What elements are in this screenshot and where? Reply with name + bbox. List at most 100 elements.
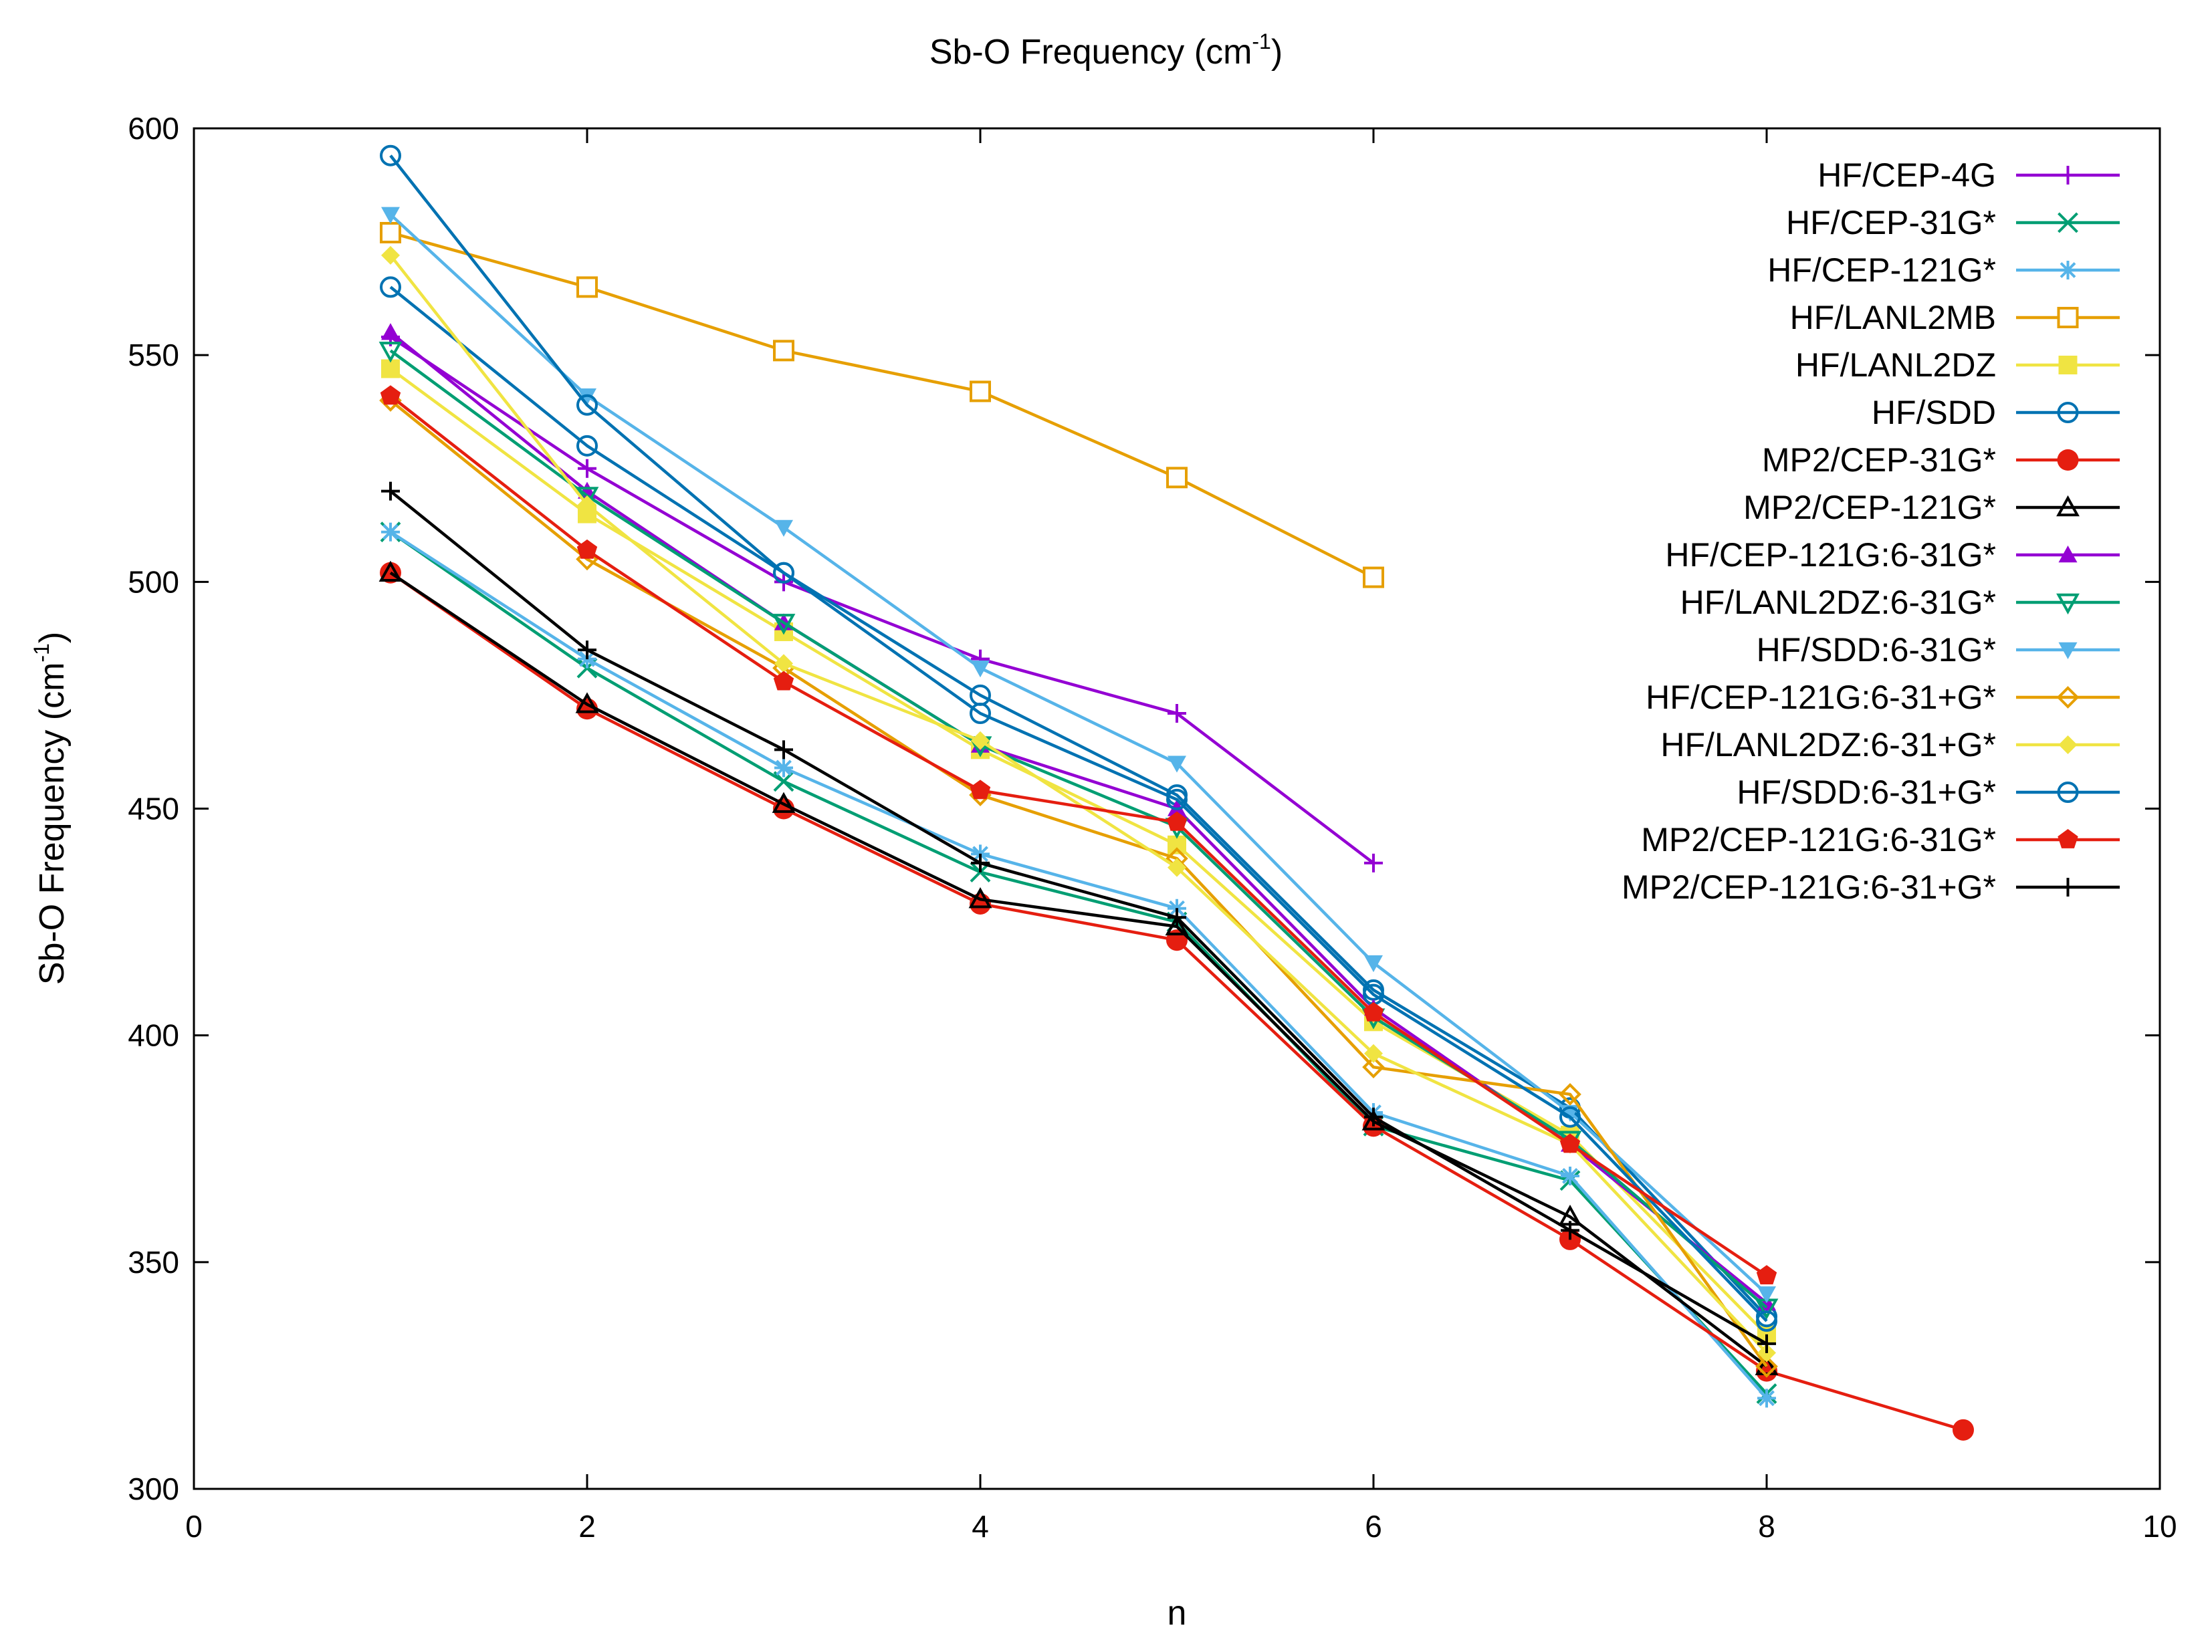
data-point [1364, 853, 1383, 872]
series-4 [380, 222, 1384, 588]
y-tick-label: 600 [128, 111, 179, 146]
data-point [378, 560, 403, 582]
data-point [380, 385, 401, 405]
y-axis: 300 350 400 450 500 550 600 [128, 111, 2160, 1506]
data-point [1757, 1334, 1776, 1353]
legend-entry: HF/LANL2DZ:6-31+G* [1660, 726, 2120, 763]
data-point [1168, 755, 1186, 773]
data-point [378, 342, 403, 363]
series-line [389, 571, 1768, 1368]
legend-label: HF/CEP-121G:6-31G* [1665, 536, 1996, 574]
legend-entry: MP2/CEP-121G:6-31G* [1641, 821, 2120, 858]
legend-entry: MP2/CEP-121G:6-31+G* [1622, 868, 2120, 906]
data-point [970, 780, 991, 800]
data-point [576, 394, 598, 416]
legend-marker [2058, 261, 2078, 279]
data-point [970, 703, 991, 725]
legend-marker [2058, 735, 2078, 754]
legend-label: HF/LANL2DZ:6-31G* [1680, 584, 1996, 621]
legend-label: HF/LANL2DZ [1795, 346, 1996, 384]
data-point [1166, 788, 1188, 810]
y-tick-label: 500 [128, 564, 179, 599]
legend-marker [2058, 878, 2078, 897]
data-point [970, 380, 991, 402]
legend-label: MP2/CEP-31G* [1762, 441, 1996, 479]
legend-label: HF/CEP-121G:6-31+G* [1646, 679, 1996, 716]
data-point [774, 758, 793, 778]
y-tick-label: 450 [128, 792, 179, 826]
series-line [389, 336, 1375, 864]
legend-marker [2058, 546, 2078, 563]
data-point [380, 276, 401, 298]
data-point [1364, 1107, 1383, 1127]
legend-marker [2056, 686, 2080, 709]
legend-label: HF/LANL2MB [1790, 299, 1996, 336]
legend-entry: HF/CEP-121G:6-31G* [1665, 536, 2120, 574]
x-axis: 0 2 4 6 8 10 [185, 128, 2177, 1544]
series-line [389, 349, 1768, 1309]
y-tick-label: 300 [128, 1471, 179, 1506]
legend-entry: HF/CEP-31G* [1786, 204, 2120, 241]
legend-label: HF/SDD:6-31G* [1757, 631, 1996, 669]
data-point [774, 740, 793, 759]
data-point [1561, 1221, 1579, 1240]
chart-title: Sb-O Frequency (cm-1) [929, 29, 1283, 72]
legend-marker [2058, 642, 2078, 659]
legend-label: HF/CEP-4G [1817, 156, 1996, 194]
legend-marker [2058, 356, 2078, 374]
legend-marker [2058, 166, 2078, 185]
data-point [1362, 1056, 1385, 1078]
data-point [971, 731, 990, 750]
data-point [773, 671, 794, 691]
legend-marker [2057, 782, 2079, 803]
legend-marker [2058, 212, 2078, 233]
data-point [773, 340, 794, 362]
x-tick-label: 6 [1365, 1509, 1382, 1544]
data-point [578, 495, 596, 515]
data-point [774, 519, 793, 537]
data-point [1757, 1389, 1776, 1408]
data-point [773, 562, 794, 584]
y-axis-label: Sb-O Frequency (cm-1) [29, 632, 72, 985]
series-line [389, 394, 1768, 1278]
data-point [1168, 704, 1186, 723]
data-point [1561, 1166, 1579, 1185]
series-layer [378, 144, 1974, 1441]
data-point [971, 661, 990, 678]
data-point [576, 539, 598, 559]
data-point [576, 276, 598, 298]
data-point [381, 323, 400, 340]
legend-entry: MP2/CEP-31G* [1762, 441, 2120, 479]
data-point [1756, 1265, 1777, 1285]
legend-entry: HF/LANL2MB [1790, 299, 2120, 336]
data-point [772, 792, 796, 813]
y-tick-label: 350 [128, 1245, 179, 1280]
data-point [575, 692, 599, 713]
data-point [772, 614, 796, 635]
legend-marker [2056, 495, 2080, 517]
data-point [1757, 1286, 1776, 1304]
legend: HF/CEP-4G HF/CEP-31G* HF/CEP-121G* HF/LANL2… [1622, 156, 2120, 906]
legend-marker [2057, 449, 2079, 471]
x-tick-label: 10 [2142, 1509, 2177, 1544]
legend-label: HF/CEP-121G* [1767, 251, 1996, 289]
series-15 [380, 385, 1777, 1285]
data-point [1363, 566, 1384, 588]
data-point [774, 654, 793, 673]
data-point [1363, 1001, 1384, 1022]
data-point [381, 245, 400, 265]
data-point [971, 853, 990, 872]
x-tick-label: 2 [578, 1509, 596, 1544]
data-point [1168, 858, 1186, 877]
data-point [381, 522, 400, 542]
data-point [380, 144, 401, 166]
legend-marker [2056, 593, 2080, 615]
data-point [1559, 1106, 1581, 1128]
legend-label: MP2/CEP-121G:6-31+G* [1622, 868, 1996, 906]
series-line [389, 213, 1768, 1295]
data-point [1755, 1355, 1778, 1378]
legend-marker [2057, 307, 2079, 328]
series-16 [381, 481, 1776, 1353]
data-point [1756, 1310, 1777, 1332]
